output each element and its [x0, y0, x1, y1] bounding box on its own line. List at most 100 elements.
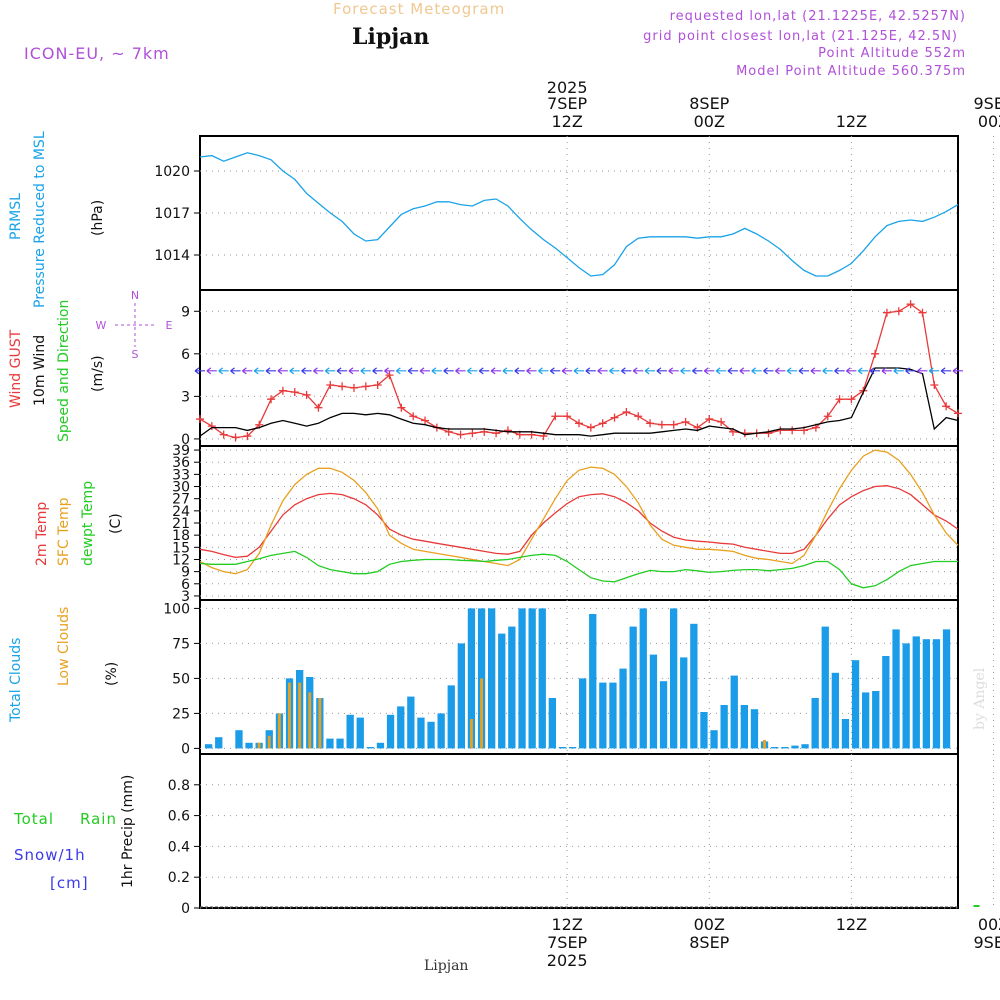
low-cloud-bar-11: [318, 698, 322, 749]
gust-marker-30: [551, 412, 560, 421]
label-total: Total: [14, 810, 55, 828]
wind-arrow-64: [952, 367, 963, 375]
total-cloud-bar-13: [336, 738, 344, 749]
wind-arrow-36: [621, 367, 632, 375]
gust-marker-57: [871, 349, 880, 358]
bottom-time-2: 12Z: [836, 915, 867, 934]
wind-arrow-8: [289, 367, 300, 375]
wind-arrow-3: [230, 367, 241, 375]
total-cloud-bar-42: [629, 626, 637, 749]
wind-arrow-49: [774, 367, 786, 375]
total-cloud-bar-21: [417, 717, 425, 749]
precip-trace-bar: [973, 905, 980, 907]
label-pressure-msl: Pressure Reduced to MSL: [32, 131, 48, 308]
ytick-label-4-2: 0.4: [168, 839, 190, 855]
ytick-label-0-2: 1020: [154, 164, 190, 180]
label-1hr-precip: 1hr Precip (mm): [120, 774, 136, 888]
gust-marker-61: [918, 308, 927, 317]
ytick-label-2-0: 3: [181, 589, 190, 605]
total-cloud-bar-68: [892, 629, 900, 749]
top-time-3: 00Z: [978, 112, 1000, 131]
total-cloud-bar-43: [639, 608, 647, 749]
bottom-time-0: 12Z: [551, 915, 582, 934]
gust-marker-9: [302, 390, 311, 399]
gust-marker-22: [456, 430, 465, 439]
label-snow: Snow/1h: [14, 846, 86, 864]
gust-marker-43: [705, 415, 714, 424]
top-date-0: 7SEP: [547, 94, 587, 113]
total-cloud-bar-53: [740, 705, 748, 749]
wind-arrow-31: [561, 367, 573, 375]
low-cloud-bar-26: [470, 719, 473, 749]
ytick-label-1-0: 0: [181, 432, 190, 448]
ytick-label-3-4: 100: [163, 601, 190, 617]
wind-arrow-57: [869, 367, 881, 375]
label-prmsl: PRMSL: [8, 193, 24, 240]
gust-marker-7: [278, 386, 287, 395]
total-cloud-bar-60: [811, 698, 819, 749]
gust-marker-14: [361, 382, 370, 391]
gust-marker-0: [196, 415, 204, 424]
total-cloud-bar-1: [215, 737, 223, 749]
total-cloud-bar-48: [690, 623, 698, 749]
gust-marker-32: [575, 419, 583, 428]
wind-arrow-63: [940, 367, 952, 375]
label-hpa: (hPa): [90, 199, 106, 236]
low-cloud-bar-9: [298, 682, 302, 749]
wind-arrow-10: [313, 367, 324, 375]
total-cloud-bar-40: [609, 682, 617, 749]
compass-n: N: [131, 289, 139, 302]
wind-arrow-14: [360, 367, 371, 375]
wind-arrow-55: [846, 367, 857, 375]
bottom-date-1: 8SEP: [689, 933, 729, 952]
label-ms: (m/s): [90, 355, 106, 392]
gust-marker-19: [421, 416, 430, 425]
gust-marker-59: [894, 307, 903, 316]
wind-arrow-54: [834, 367, 845, 375]
requested-coords: requested lon,lat (21.1225E, 42.5257N): [669, 9, 966, 24]
total-cloud-bar-22: [427, 721, 435, 749]
ytick-label-4-4: 0.8: [168, 778, 190, 794]
gust-marker-10: [314, 403, 323, 412]
total-cloud-bar-17: [376, 742, 385, 749]
total-cloud-bar-36: [568, 747, 577, 749]
wind-arrow-22: [455, 367, 466, 375]
wind-arrow-47: [751, 367, 762, 375]
total-cloud-bar-28: [488, 608, 496, 749]
gust-marker-62: [930, 381, 939, 390]
total-cloud-bar-71: [922, 639, 930, 749]
total-cloud-bar-44: [649, 654, 658, 749]
gust-marker-50: [788, 426, 797, 435]
gust-marker-49: [776, 426, 785, 435]
wind-arrow-58: [881, 367, 892, 375]
wind-arrow-44: [715, 367, 727, 375]
gust-marker-16: [385, 371, 394, 380]
wind-arrow-52: [810, 367, 821, 375]
total-cloud-bar-14: [346, 714, 354, 749]
wind-arrow-1: [206, 367, 217, 375]
chart-title: Forecast Meteogram: [333, 0, 506, 18]
ytick-label-2-2: 9: [181, 565, 190, 581]
label-rain: Rain: [80, 810, 117, 828]
gust-marker-31: [563, 412, 572, 421]
total-cloud-bar-25: [457, 643, 465, 749]
wind-arrow-21: [443, 367, 454, 375]
gust-marker-54: [835, 395, 844, 404]
wind-arrow-24: [478, 367, 490, 375]
wind-arrow-56: [857, 367, 869, 375]
temp-2m-line: [199, 485, 959, 559]
low-cloud-bar-7: [277, 713, 281, 749]
total-cloud-bar-45: [659, 681, 668, 749]
model-label: ICON-EU, ~ 7km: [24, 44, 170, 63]
label-sfc-temp: SFC Temp: [56, 497, 72, 566]
ytick-label-2-10: 33: [172, 467, 190, 483]
ytick-label-3-2: 50: [172, 671, 190, 687]
compass-e: E: [166, 319, 173, 332]
low-cloud-bar-6: [267, 735, 271, 749]
gust-marker-58: [882, 308, 891, 317]
wind-arrow-23: [467, 367, 478, 375]
ytick-label-1-2: 6: [181, 347, 190, 363]
wind-speed-line: [199, 367, 959, 437]
gust-marker-39: [657, 420, 666, 429]
